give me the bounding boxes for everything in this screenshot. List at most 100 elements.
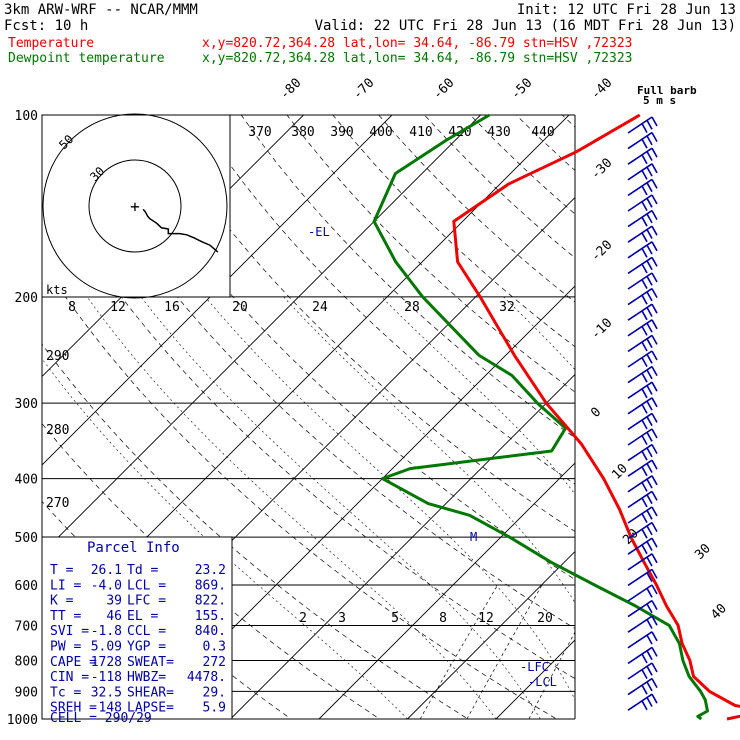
wind-barb-flag bbox=[641, 513, 648, 523]
parcel-info-cell: SREH = bbox=[50, 701, 97, 716]
theta-label: 370 bbox=[248, 125, 271, 140]
parcel-info-cell: Td = bbox=[127, 563, 158, 578]
wind-barb-flag bbox=[641, 653, 648, 664]
wind-barb-flag bbox=[651, 335, 658, 345]
kts-label: kts bbox=[46, 283, 68, 297]
wind-barb-flag bbox=[646, 665, 653, 676]
wind-barb-flag bbox=[646, 213, 653, 224]
wind-barb-flag bbox=[651, 615, 658, 626]
wind-barb-flag bbox=[651, 132, 658, 142]
pressure-tick-label: 800 bbox=[15, 654, 38, 669]
wind-barb-flag bbox=[641, 528, 648, 539]
wind-barb-staff bbox=[627, 693, 653, 711]
wind-barb-flag bbox=[651, 631, 658, 642]
wind-barb bbox=[627, 568, 658, 587]
wind-barb bbox=[627, 662, 658, 680]
wind-barb bbox=[627, 225, 658, 243]
parcel-info-cell: 840. bbox=[195, 624, 226, 639]
dewpoint-trace bbox=[372, 113, 709, 721]
wind-barb-staff bbox=[627, 194, 653, 212]
wind-barb-flag bbox=[646, 197, 653, 208]
wind-barb-flag bbox=[641, 482, 648, 492]
theta-label: 380 bbox=[291, 125, 314, 140]
wind-barb-flag bbox=[641, 294, 648, 305]
parcel-info-cell: 4478. bbox=[187, 670, 226, 685]
wind-barb-flag bbox=[646, 509, 653, 520]
theta-label: 400 bbox=[369, 125, 392, 140]
isotherm-line bbox=[673, 115, 740, 719]
dry-adiabat-line bbox=[57, 115, 575, 629]
wind-barb-flag bbox=[641, 123, 648, 133]
wind-barb-flag bbox=[646, 182, 653, 193]
wind-barb bbox=[627, 209, 658, 228]
isotherm-line bbox=[42, 115, 481, 555]
parcel-info-cell: 5.9 bbox=[203, 701, 226, 716]
wind-barb-staff bbox=[627, 319, 653, 337]
parcel-info-cell: YGP = bbox=[127, 640, 166, 655]
dewpoint-legend-info: x,y=820.72,364.28 lat,lon= 34.64, -86.79… bbox=[202, 51, 632, 66]
upper-mixing-label: 16 bbox=[164, 300, 180, 315]
mixing-ratio-line bbox=[419, 584, 498, 719]
dry-adiabat-line bbox=[515, 115, 575, 171]
wind-barb bbox=[627, 131, 658, 150]
wind-barb-flag bbox=[651, 475, 658, 486]
level-markers: -EL M -LFC -LCL bbox=[308, 225, 557, 689]
wind-barb-staff bbox=[627, 475, 653, 493]
theta-label: 390 bbox=[330, 125, 353, 140]
full-barb-units: 5 m s bbox=[643, 94, 676, 107]
wind-barb-staff bbox=[627, 131, 653, 150]
wind-barb-flag bbox=[651, 522, 658, 532]
wind-barb-flag bbox=[651, 506, 658, 517]
wind-barb-flag bbox=[646, 587, 653, 598]
moist-adiabat-line bbox=[204, 296, 575, 701]
wind-barb-flag bbox=[641, 388, 648, 399]
wind-barb bbox=[627, 631, 658, 649]
valid-time: Valid: 22 UTC Fri 28 Jun 13 (16 MDT Fri … bbox=[315, 18, 736, 34]
wind-barb-flag bbox=[651, 662, 658, 673]
wind-barb-flag bbox=[641, 279, 648, 289]
mixing-ratio-line bbox=[643, 585, 708, 719]
wind-barb-flag bbox=[651, 116, 658, 127]
wind-barb-flag bbox=[646, 151, 653, 161]
wind-barb bbox=[627, 256, 658, 275]
mixing-ratio-label: 2 bbox=[299, 611, 307, 626]
dewpoint-legend-label: Dewpoint temperature bbox=[8, 51, 165, 66]
pressure-tick-label: 200 bbox=[15, 291, 38, 306]
parcel-info-cell: 155. bbox=[195, 609, 226, 624]
wind-barb bbox=[627, 163, 658, 181]
parcel-info-cell: HWBZ= bbox=[127, 670, 166, 685]
wind-barb-flag bbox=[646, 244, 653, 255]
wind-barb-flag bbox=[646, 135, 653, 146]
dry-adiabat-line bbox=[608, 115, 740, 732]
upper-mixing-label: 32 bbox=[499, 300, 515, 315]
wind-barb-staff bbox=[627, 412, 653, 431]
moist-adiabat-line bbox=[503, 296, 575, 371]
wind-barb-flag bbox=[651, 179, 658, 189]
wind-barb-flag bbox=[646, 369, 653, 380]
parcel-info-cell: 869. bbox=[195, 578, 226, 593]
wind-barb-staff bbox=[627, 459, 653, 477]
wind-barb-flag bbox=[651, 569, 658, 579]
wind-barb-flag bbox=[651, 647, 658, 657]
theta-label: 410 bbox=[409, 125, 432, 140]
wind-barb-flag bbox=[651, 272, 658, 283]
pressure-tick-label: 100 bbox=[15, 109, 38, 124]
theta-side-label: 290 bbox=[46, 349, 69, 364]
parcel-info-cell: 29. bbox=[203, 685, 226, 700]
parcel-info-cell: T = bbox=[50, 563, 74, 578]
wind-barb-flag bbox=[646, 291, 653, 302]
upper-mixing-label: 24 bbox=[312, 300, 328, 315]
dry-adiabat-line bbox=[240, 115, 575, 439]
wind-barb bbox=[627, 287, 658, 306]
parcel-info-cell: -4.0 bbox=[91, 578, 122, 593]
wind-barb-flag bbox=[651, 553, 658, 564]
header: 3km ARW-WRF -- NCAR/MMM Init: 12 UTC Fri… bbox=[4, 2, 736, 66]
wind-barb-staff bbox=[627, 350, 653, 368]
wind-barb-flag bbox=[651, 693, 658, 704]
wind-barb-staff bbox=[627, 568, 653, 587]
pressure-tick-label: 400 bbox=[15, 473, 38, 488]
isotherm-line bbox=[407, 550, 575, 719]
wind-barb-staff bbox=[627, 662, 653, 680]
mixing-ratio-label: 5 bbox=[391, 611, 399, 626]
wind-barb-flag bbox=[646, 697, 653, 707]
